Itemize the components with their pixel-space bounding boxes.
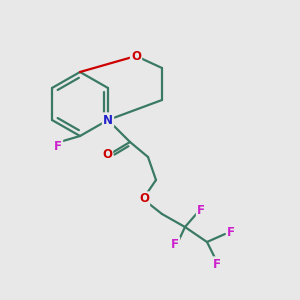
Text: O: O [139, 193, 149, 206]
Text: F: F [54, 140, 62, 152]
Text: F: F [213, 257, 221, 271]
Text: F: F [197, 205, 205, 218]
Text: F: F [227, 226, 235, 239]
Text: O: O [102, 148, 112, 160]
Text: N: N [103, 113, 113, 127]
Text: F: F [171, 238, 179, 250]
Text: O: O [131, 50, 141, 62]
